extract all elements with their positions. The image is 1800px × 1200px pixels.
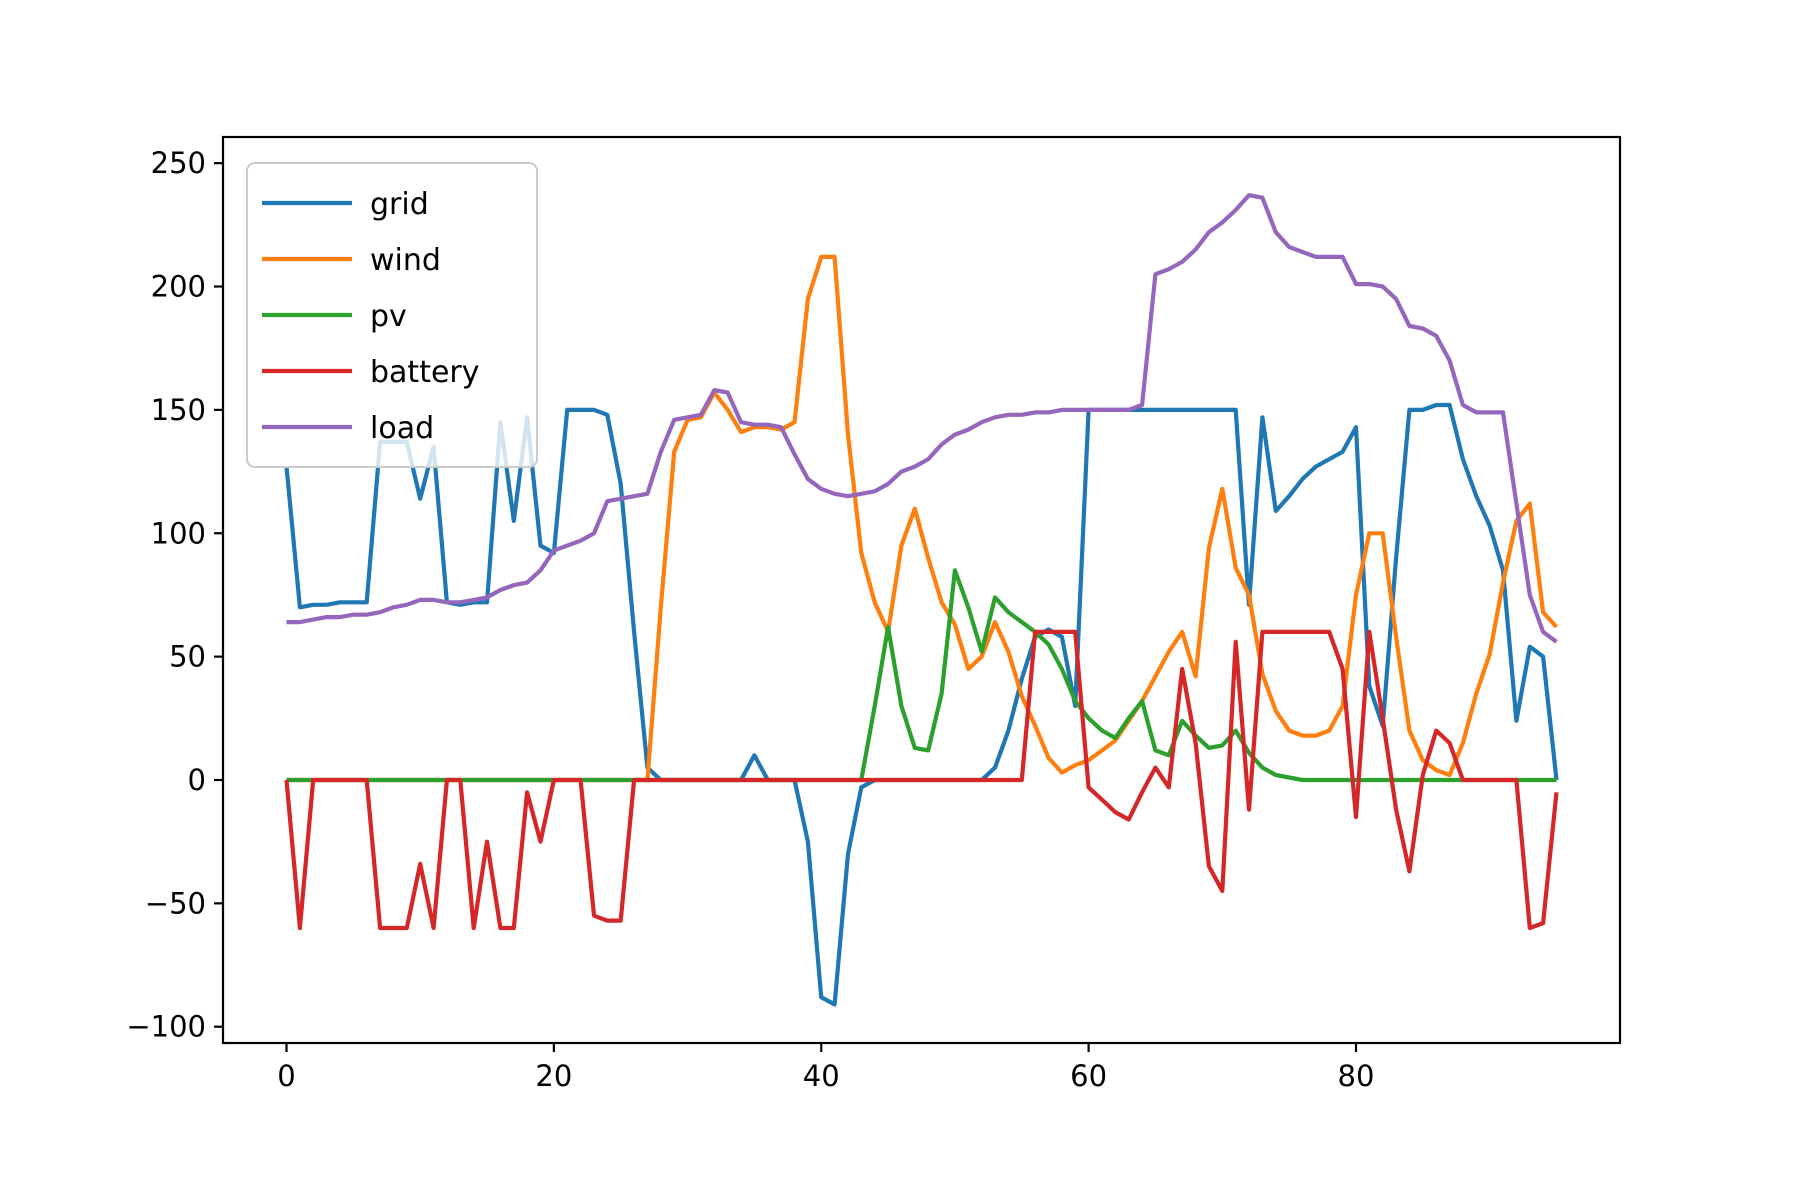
legend-item-pv: pv — [262, 299, 407, 334]
legend-label-load: load — [370, 411, 434, 446]
series-line-pv — [286, 568, 1557, 783]
y-tick-label: 250 — [151, 146, 206, 180]
x-tick-label: 20 — [535, 1059, 572, 1093]
legend-label-pv: pv — [370, 299, 407, 334]
x-tick-label: 80 — [1338, 1059, 1375, 1093]
x-tick-label: 0 — [277, 1059, 295, 1093]
legend-label-battery: battery — [370, 355, 480, 390]
plot-spines — [221, 135, 1622, 1045]
legend-label-grid: grid — [370, 187, 429, 222]
plot-border — [221, 135, 1622, 1045]
x-tick-label: 40 — [803, 1059, 840, 1093]
y-tick-label: 200 — [151, 270, 206, 304]
legend-item-load: load — [262, 411, 434, 446]
legend-item-grid: grid — [262, 187, 429, 222]
series-line-battery — [284, 629, 1559, 931]
legend-label-wind: wind — [370, 243, 441, 278]
y-tick-label: 150 — [151, 393, 206, 427]
y-tick-label: 50 — [169, 640, 206, 674]
axes: 0 20 40 60 80 −100 −50 0 50 100 150 200 250 — [126, 146, 1374, 1093]
y-tick-label: −100 — [126, 1010, 206, 1044]
y-tick-label: 0 — [188, 763, 206, 797]
legend-item-battery: battery — [262, 355, 480, 390]
y-tick-label: 100 — [151, 516, 206, 550]
series-line-load — [286, 193, 1558, 644]
legend-item-wind: wind — [262, 243, 441, 278]
legend: grid wind pv battery load — [246, 162, 538, 468]
legend-box — [246, 162, 538, 468]
y-tick-label: −50 — [145, 886, 206, 920]
x-tick-label: 60 — [1070, 1059, 1107, 1093]
